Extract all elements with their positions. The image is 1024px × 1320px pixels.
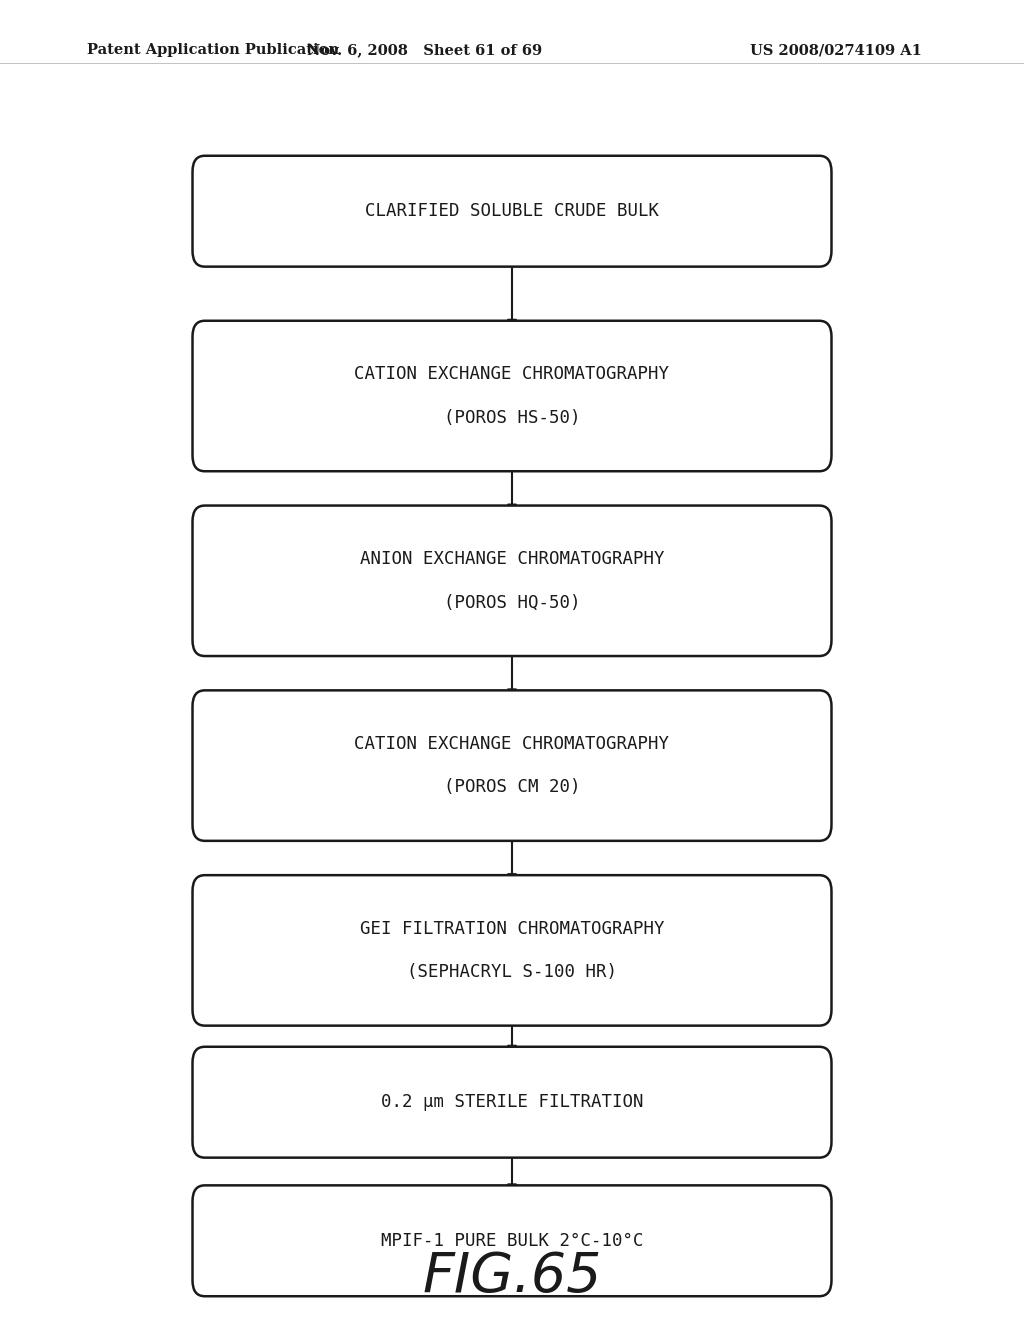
Text: US 2008/0274109 A1: US 2008/0274109 A1 [750,44,922,57]
FancyBboxPatch shape [193,156,831,267]
FancyBboxPatch shape [193,321,831,471]
FancyBboxPatch shape [193,690,831,841]
Text: MPIF-1 PURE BULK 2°C-10°C: MPIF-1 PURE BULK 2°C-10°C [381,1232,643,1250]
FancyBboxPatch shape [193,875,831,1026]
Text: (POROS HS-50): (POROS HS-50) [443,409,581,426]
Text: Patent Application Publication: Patent Application Publication [87,44,339,57]
Text: Nov. 6, 2008   Sheet 61 of 69: Nov. 6, 2008 Sheet 61 of 69 [307,44,543,57]
Text: CATION EXCHANGE CHROMATOGRAPHY: CATION EXCHANGE CHROMATOGRAPHY [354,366,670,383]
Text: (POROS HQ-50): (POROS HQ-50) [443,594,581,611]
FancyBboxPatch shape [193,1047,831,1158]
Text: 0.2 μm STERILE FILTRATION: 0.2 μm STERILE FILTRATION [381,1093,643,1111]
Text: (POROS CM 20): (POROS CM 20) [443,779,581,796]
Text: CATION EXCHANGE CHROMATOGRAPHY: CATION EXCHANGE CHROMATOGRAPHY [354,735,670,752]
FancyBboxPatch shape [193,506,831,656]
Text: CLARIFIED SOLUBLE CRUDE BULK: CLARIFIED SOLUBLE CRUDE BULK [365,202,659,220]
Text: GEI FILTRATION CHROMATOGRAPHY: GEI FILTRATION CHROMATOGRAPHY [359,920,665,937]
FancyBboxPatch shape [193,1185,831,1296]
Text: FIG.65: FIG.65 [422,1250,602,1303]
Text: (SEPHACRYL S-100 HR): (SEPHACRYL S-100 HR) [407,964,617,981]
Text: ANION EXCHANGE CHROMATOGRAPHY: ANION EXCHANGE CHROMATOGRAPHY [359,550,665,568]
